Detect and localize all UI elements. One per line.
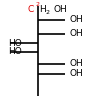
Text: 2: 2: [46, 11, 50, 15]
Text: OH: OH: [69, 15, 83, 25]
Text: HO: HO: [8, 48, 22, 56]
Text: HO: HO: [8, 38, 22, 48]
Text: OH: OH: [69, 59, 83, 69]
Text: C: C: [28, 4, 34, 14]
Text: 2: 2: [35, 2, 39, 7]
Text: OH: OH: [53, 4, 67, 14]
Text: H: H: [40, 4, 46, 14]
Text: OH: OH: [69, 69, 83, 79]
Text: OH: OH: [69, 30, 83, 38]
